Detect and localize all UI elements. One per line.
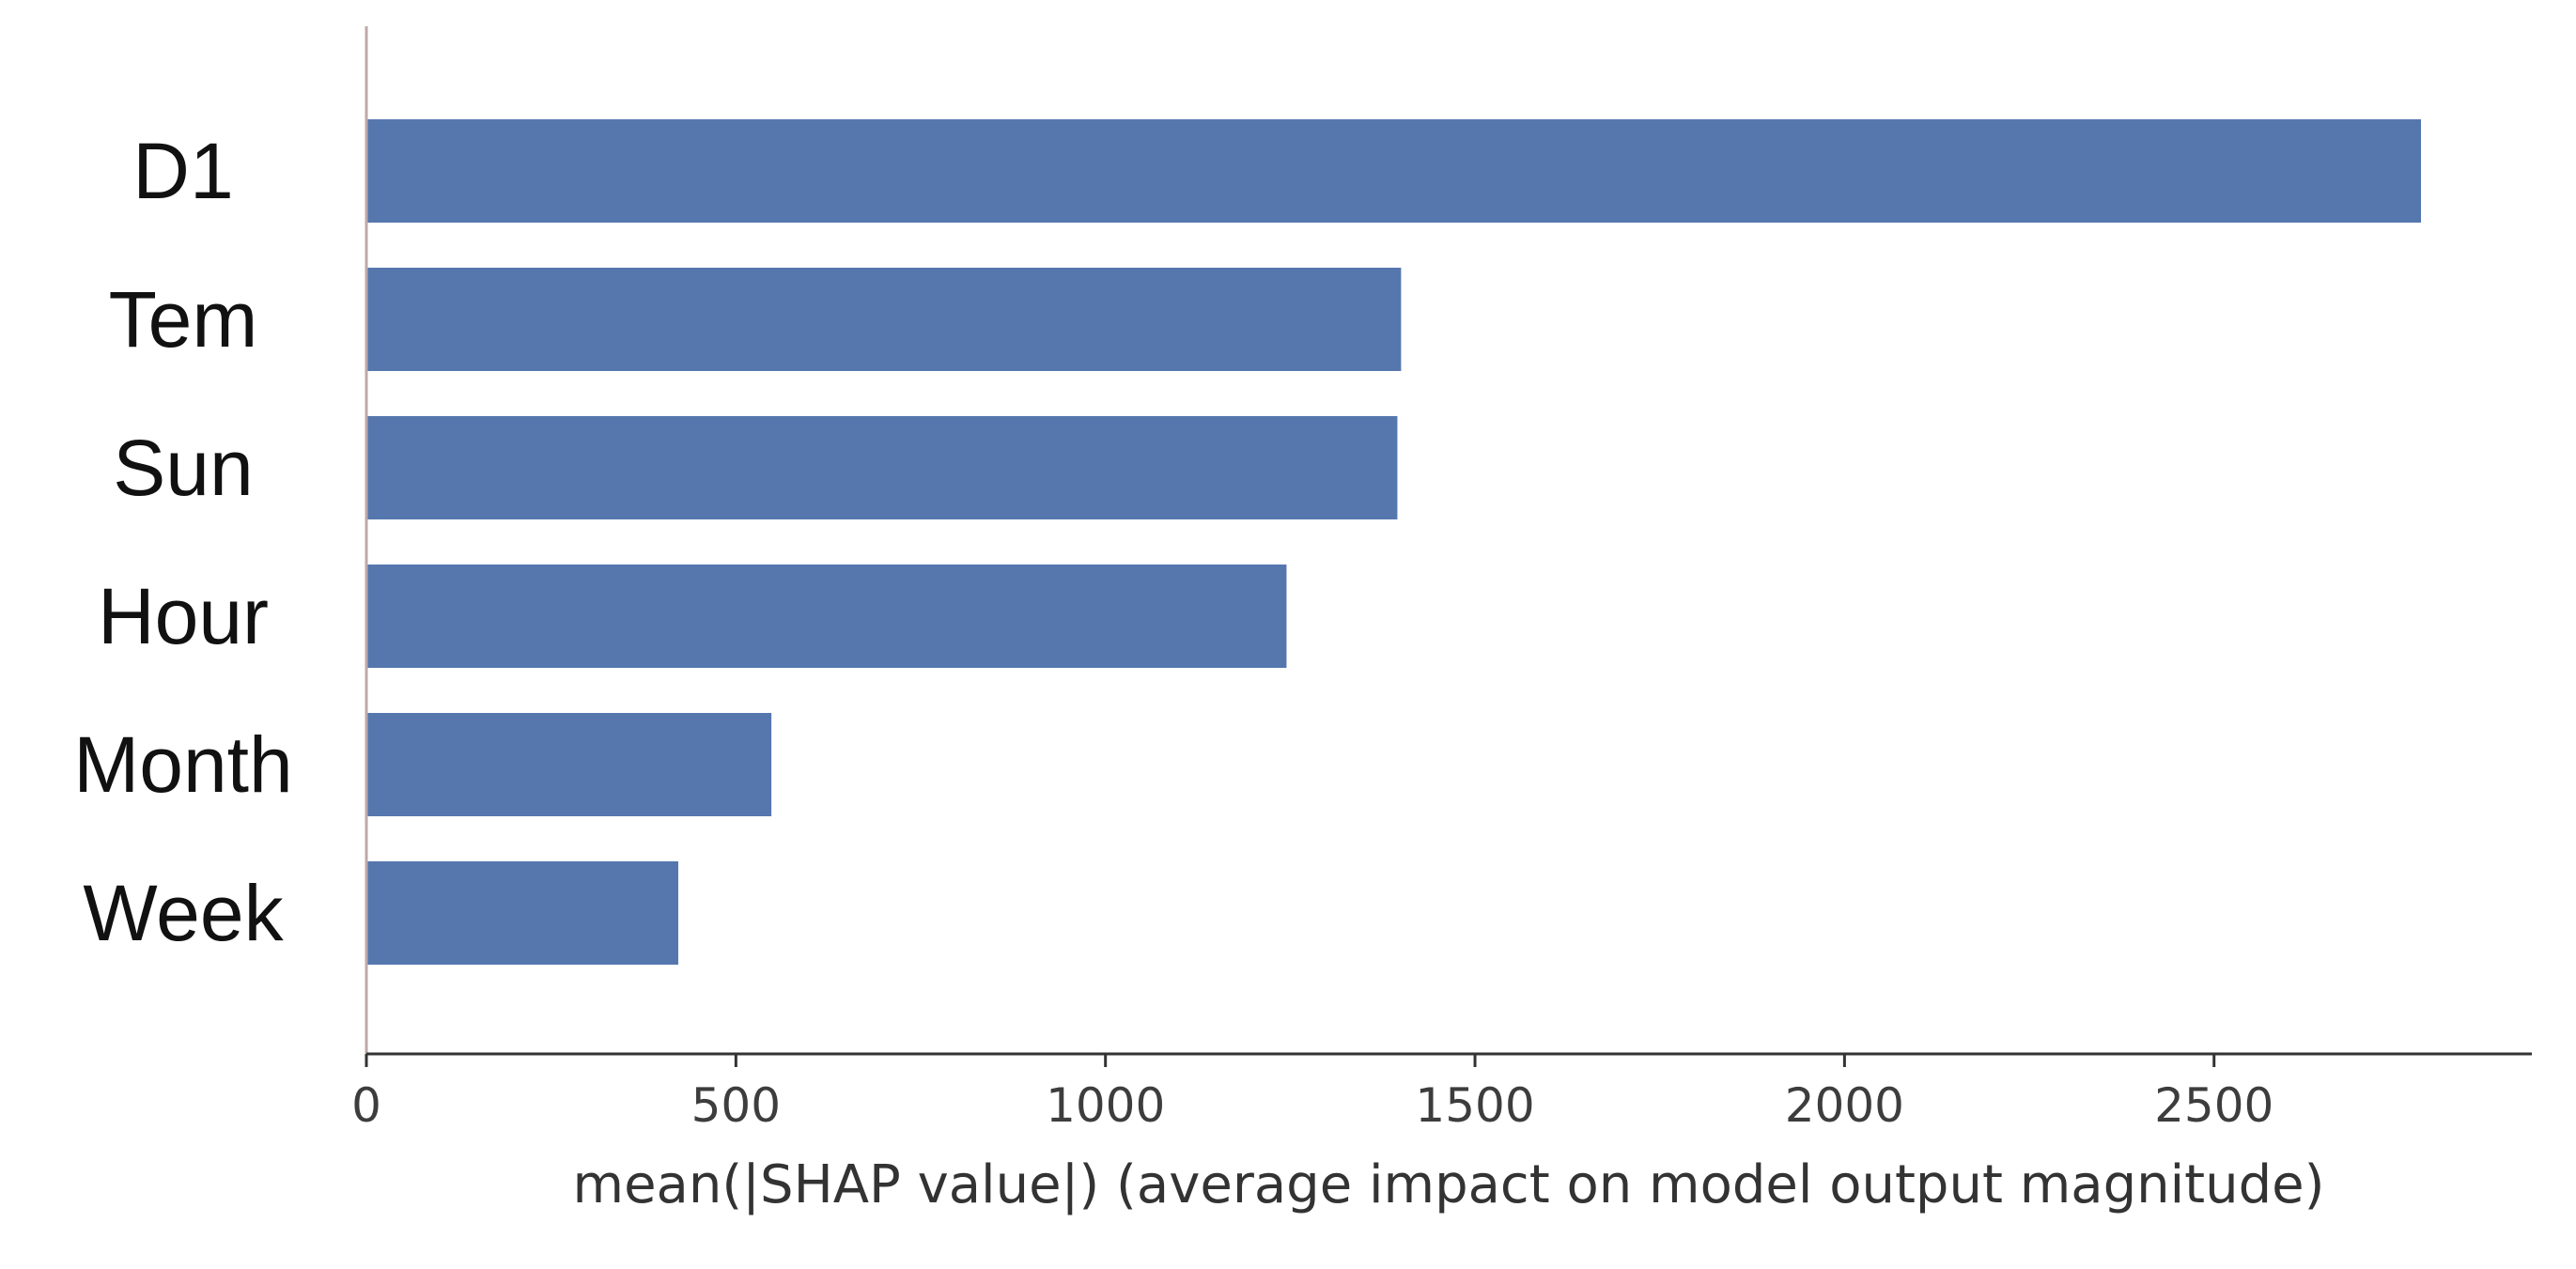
category-label-month: Month — [73, 720, 292, 809]
bar-hour — [366, 565, 1287, 668]
bars-group — [366, 119, 2421, 965]
x-tick-label-2500: 2500 — [2154, 1078, 2273, 1133]
category-label-week: Week — [83, 869, 284, 957]
category-label-sun: Sun — [113, 424, 253, 512]
x-tick-label-1500: 1500 — [1415, 1078, 1534, 1133]
bar-sun — [366, 416, 1398, 519]
bar-d1 — [366, 119, 2421, 223]
category-label-hour: Hour — [98, 572, 269, 660]
bar-week — [366, 861, 678, 965]
bar-tem — [366, 268, 1402, 371]
x-ticks: 0 500 1000 1500 2000 2500 — [351, 1054, 2273, 1133]
x-tick-label-2000: 2000 — [1785, 1078, 1904, 1133]
x-tick-label-0: 0 — [351, 1078, 381, 1133]
category-label-tem: Tem — [109, 275, 258, 364]
category-labels: D1 Tem Sun Hour Month Week — [73, 127, 292, 957]
x-tick-label-1000: 1000 — [1046, 1078, 1165, 1133]
bar-month — [366, 713, 772, 816]
x-tick-label-500: 500 — [691, 1078, 781, 1133]
category-label-d1: D1 — [132, 127, 233, 215]
x-axis-label: mean(|SHAP value|) (average impact on mo… — [573, 1154, 2325, 1215]
